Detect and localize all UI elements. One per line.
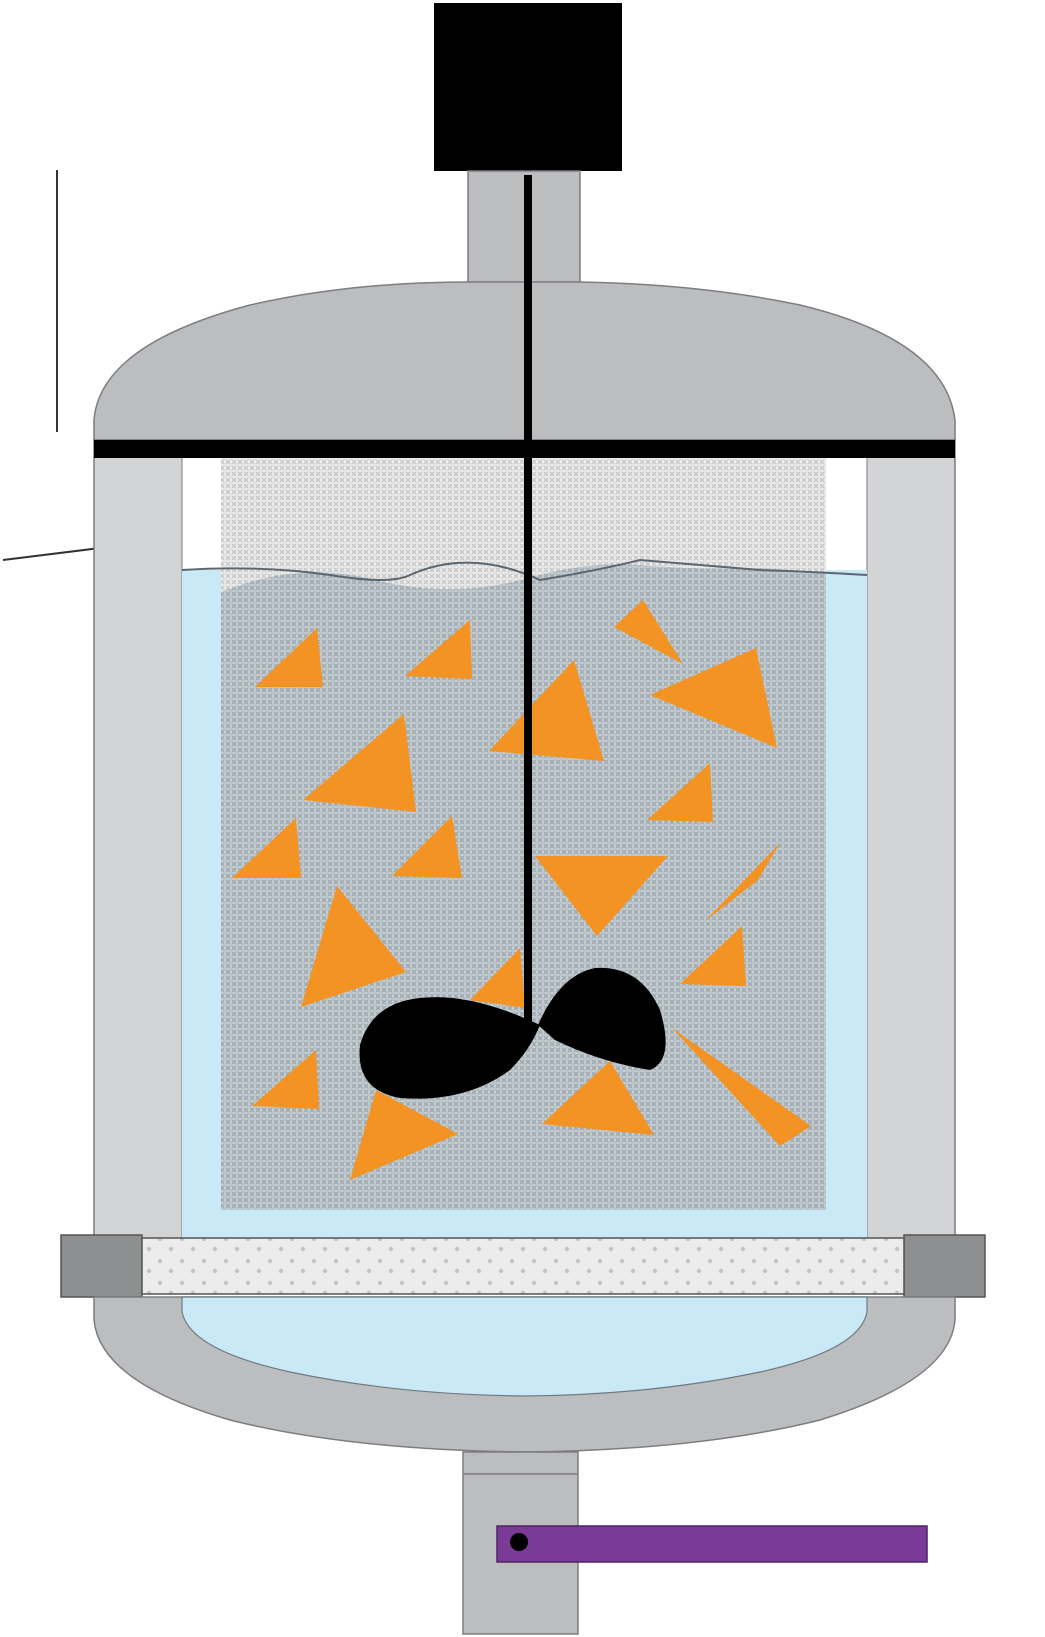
particle <box>350 1090 458 1180</box>
impeller <box>359 967 666 1099</box>
particle <box>614 600 683 664</box>
particle <box>392 816 462 878</box>
particle <box>647 763 713 822</box>
solid-particles <box>232 600 811 1180</box>
impeller-blade-right <box>538 967 666 1070</box>
filtrate-liquid <box>181 1296 868 1397</box>
particle <box>252 1050 319 1109</box>
valve-pivot <box>510 1533 528 1551</box>
flange-right <box>903 1234 986 1298</box>
liquid-surface <box>181 558 868 582</box>
particle <box>672 1028 811 1146</box>
particle <box>542 1061 654 1135</box>
valve-handle-bar <box>496 1525 928 1563</box>
particle <box>405 620 472 679</box>
valve-handle <box>496 1525 928 1563</box>
particle <box>232 818 301 878</box>
particle <box>255 628 323 687</box>
particle <box>535 856 668 936</box>
flange-left <box>60 1234 143 1298</box>
filter-plate <box>141 1237 905 1295</box>
impeller-blade-left <box>359 997 540 1099</box>
particle <box>680 926 746 986</box>
particle <box>470 948 525 1008</box>
particle <box>704 843 780 922</box>
particle <box>489 660 604 761</box>
motor <box>434 3 622 171</box>
particle <box>301 886 406 1007</box>
filter-bag-foam <box>221 458 826 592</box>
particle <box>303 714 416 812</box>
particle <box>650 648 777 748</box>
